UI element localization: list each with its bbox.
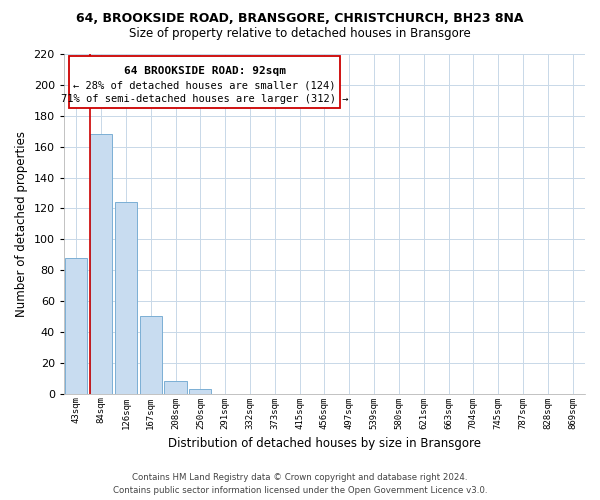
Text: 64 BROOKSIDE ROAD: 92sqm: 64 BROOKSIDE ROAD: 92sqm <box>124 66 286 76</box>
Bar <box>115 202 137 394</box>
Bar <box>65 258 88 394</box>
Bar <box>90 134 112 394</box>
Bar <box>164 382 187 394</box>
Text: 64, BROOKSIDE ROAD, BRANSGORE, CHRISTCHURCH, BH23 8NA: 64, BROOKSIDE ROAD, BRANSGORE, CHRISTCHU… <box>76 12 524 26</box>
Y-axis label: Number of detached properties: Number of detached properties <box>15 131 28 317</box>
Bar <box>189 389 211 394</box>
FancyBboxPatch shape <box>69 56 340 108</box>
X-axis label: Distribution of detached houses by size in Bransgore: Distribution of detached houses by size … <box>168 437 481 450</box>
Text: Size of property relative to detached houses in Bransgore: Size of property relative to detached ho… <box>129 28 471 40</box>
Text: ← 28% of detached houses are smaller (124): ← 28% of detached houses are smaller (12… <box>73 80 336 90</box>
Bar <box>140 316 162 394</box>
Text: Contains HM Land Registry data © Crown copyright and database right 2024.
Contai: Contains HM Land Registry data © Crown c… <box>113 474 487 495</box>
Text: 71% of semi-detached houses are larger (312) →: 71% of semi-detached houses are larger (… <box>61 94 348 104</box>
